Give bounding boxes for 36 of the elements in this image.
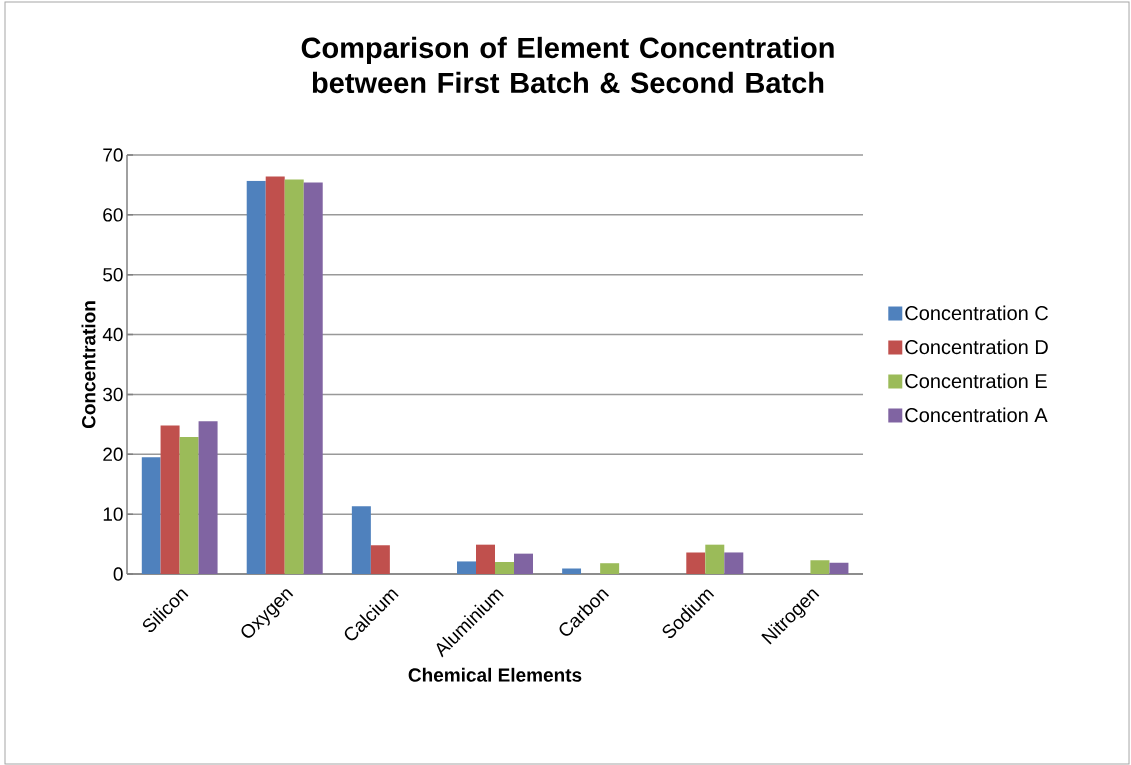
y-tick-label: 10 — [103, 507, 123, 521]
bar — [198, 421, 218, 574]
x-axis-title: Chemical Elements — [408, 667, 582, 682]
bar — [562, 568, 582, 574]
chart-title: Comparison of Element Concentration between First Batch & Second Batch — [301, 36, 834, 94]
bar — [284, 179, 304, 574]
bar — [724, 552, 744, 574]
bar — [705, 544, 725, 574]
bar — [141, 457, 161, 574]
bar — [829, 562, 849, 574]
bar — [495, 562, 514, 574]
bar — [600, 563, 620, 574]
y-tick-label: 20 — [103, 447, 123, 462]
bar — [303, 182, 323, 574]
legend-label: Concentration A — [905, 407, 1048, 423]
y-tick-label: 50 — [103, 267, 123, 282]
legend-label: Concentration E — [905, 373, 1047, 389]
legend-label: Concentration D — [905, 339, 1048, 355]
y-axis-title: Concentration — [81, 301, 96, 429]
bar — [179, 436, 199, 574]
bar — [810, 560, 830, 574]
bar — [514, 553, 534, 574]
y-tick-label: 30 — [103, 387, 123, 402]
bar — [686, 552, 706, 574]
bar — [476, 544, 495, 574]
y-tick-label: 70 — [103, 148, 123, 162]
y-tick-label: 60 — [103, 208, 123, 222]
bar — [457, 561, 476, 574]
y-tick-label: 40 — [102, 327, 123, 342]
legend-label: Concentration C — [905, 305, 1049, 321]
bar — [246, 180, 266, 574]
bar — [265, 176, 285, 574]
y-tick-label: 0 — [113, 567, 123, 581]
bar — [351, 506, 371, 574]
bar — [160, 425, 180, 574]
bar — [370, 545, 390, 574]
